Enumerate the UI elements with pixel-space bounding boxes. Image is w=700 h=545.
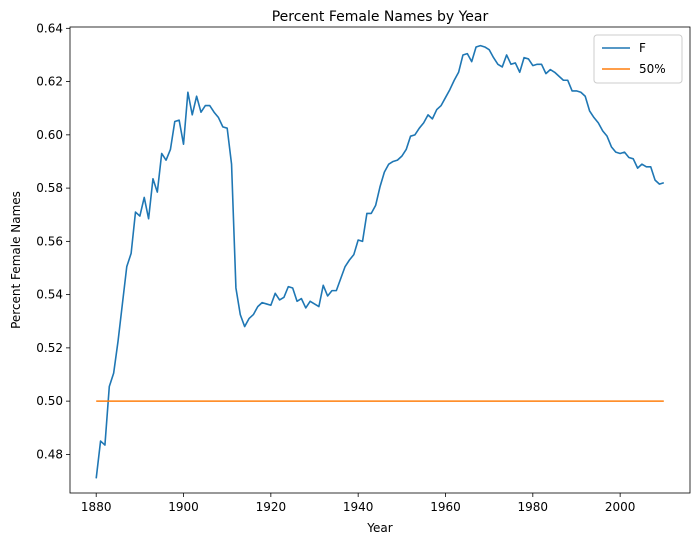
x-tick-label: 2000 (605, 500, 636, 514)
x-axis-ticks: 1880 1900 1920 1940 1960 1980 2000 (81, 493, 635, 514)
x-axis-title: Year (366, 521, 392, 535)
plot-frame (69, 26, 691, 494)
y-tick-label: 0.54 (36, 288, 63, 302)
y-tick-label: 0.64 (36, 21, 63, 35)
series-layer (95, 44, 665, 479)
x-tick-label: 1880 (81, 500, 112, 514)
legend-label: 50% (639, 62, 666, 76)
x-tick-label: 1980 (518, 500, 549, 514)
y-axis-title: Percent Female Names (9, 191, 23, 329)
series-line-female (95, 44, 665, 479)
y-tick-label: 0.52 (36, 341, 63, 355)
legend-box (593, 34, 683, 84)
y-axis-ticks: 0.48 0.50 0.52 0.54 0.56 0.58 0.60 0.62 0.64 (36, 21, 70, 461)
y-tick-label: 0.56 (36, 234, 63, 248)
legend-label: F (639, 41, 646, 55)
x-tick-label: 1940 (343, 500, 374, 514)
chart-title: Percent Female Names by Year (272, 9, 489, 25)
y-tick-label: 0.62 (36, 75, 63, 89)
y-tick-label: 0.48 (36, 447, 63, 461)
y-tick-label: 0.50 (36, 394, 63, 408)
x-tick-label: 1960 (430, 500, 461, 514)
legend: F 50% (593, 34, 683, 84)
y-tick-label: 0.58 (36, 181, 63, 195)
x-tick-label: 1900 (168, 500, 199, 514)
x-tick-label: 1920 (256, 500, 287, 514)
y-tick-label: 0.60 (36, 128, 63, 142)
